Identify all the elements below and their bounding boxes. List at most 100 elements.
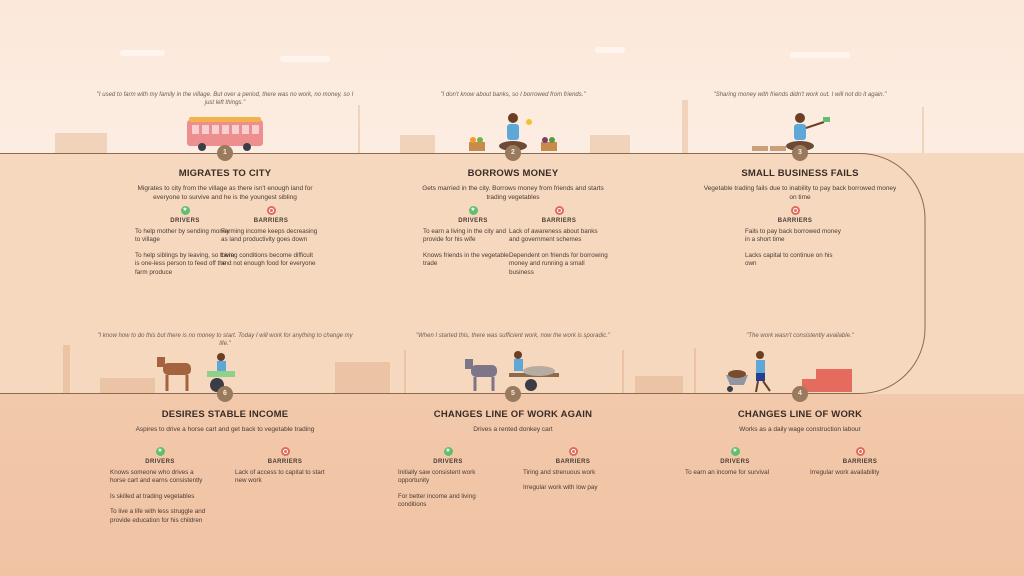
step-number-badge: 3 (792, 145, 808, 161)
driver-item: To live a life with less struggle and pr… (110, 508, 206, 524)
building-silhouette (100, 378, 155, 394)
driver-item: To earn a living in the city and provide… (423, 227, 506, 244)
barrier-prohibited-icon (266, 206, 276, 215)
barriers-column: BARRIERS Tiring and strenuous work Irregul… (523, 447, 623, 500)
barrier-item: Dependent on friends for borrowing money… (509, 251, 608, 276)
barrier-item: Fails to pay back borrowed money in a sh… (745, 227, 841, 244)
drivers-label: DRIVERS (145, 459, 175, 465)
driver-item: To earn an income for survival (685, 468, 769, 476)
cloud (595, 47, 625, 53)
drivers-column: DRIVERS To help mother by sending money t… (135, 206, 235, 284)
driver-item: Knows someone who drives a horse cart an… (110, 468, 203, 485)
barriers-label: BARRIERS (842, 459, 878, 465)
driver-item: Knows friends in the vegetable trade (423, 251, 509, 268)
barrier-prohibited-icon (554, 206, 564, 215)
stage-description: Vegetable trading fails due to inability… (703, 185, 897, 201)
stage-title: CHANGES LINE OF WORK (737, 409, 863, 420)
drivers-column: DRIVERS To earn an income for survival (685, 447, 785, 484)
barrier-item: Lack of access to capital to start new w… (235, 468, 325, 485)
drivers-column: DRIVERS Knows someone who drives a horse … (110, 447, 210, 532)
stage-description: Works as a daily wage construction labou… (739, 426, 861, 433)
barrier-prohibited-icon (568, 447, 578, 456)
umbrella-stall (590, 135, 630, 153)
barriers-label: BARRIERS (541, 218, 577, 224)
drivers-label: DRIVERS (458, 218, 488, 224)
stage-title: DESIRES STABLE INCOME (161, 409, 289, 420)
stage-title: MIGRATES TO CITY (178, 168, 272, 179)
building-silhouette (55, 133, 107, 153)
driver-item: For better income and living conditions (398, 492, 476, 509)
cloud (280, 56, 330, 62)
barrier-item: Living conditions become difficult and n… (221, 251, 316, 268)
stage-quote: "I know how to do this but there is no m… (97, 333, 353, 347)
stage-quote: "I don't know about banks, so I borrowed… (440, 92, 586, 98)
step-number-badge: 1 (217, 145, 233, 161)
driver-item: Is skilled at trading vegetables (110, 492, 195, 500)
donkey-cart-icon (463, 349, 563, 394)
stage-description: Aspires to drive a horse cart and get ba… (135, 426, 315, 433)
driver-item: To help mother by sending money to villa… (135, 227, 230, 244)
step-number-badge: 4 (792, 386, 808, 402)
barrier-item: Farming income keeps decreasing as land … (221, 227, 318, 244)
tower-silhouette (63, 345, 70, 394)
barrier-prohibited-icon (790, 206, 800, 215)
barriers-column: BARRIERS Lack of access to capital to sta… (235, 447, 335, 493)
barrier-prohibited-icon (855, 447, 865, 456)
barrier-item: Lacks capital to continue on his own (745, 251, 833, 268)
barriers-column: BARRIERS Fails to pay back borrowed money… (745, 206, 845, 276)
driver-star-icon (180, 206, 190, 215)
stage-quote: "When I started this, there was sufficie… (415, 333, 610, 339)
drivers-label: DRIVERS (720, 459, 750, 465)
driver-item: Initially saw consistent work opportunit… (398, 468, 476, 485)
barrier-item: Tiring and strenuous work (523, 468, 596, 476)
step-number-badge: 2 (505, 145, 521, 161)
barrier-item: Lack of awareness about banks and govern… (509, 227, 598, 244)
drivers-label: DRIVERS (433, 459, 463, 465)
drivers-label: DRIVERS (170, 218, 200, 224)
lower-band-background (0, 394, 1024, 576)
driver-star-icon (468, 206, 478, 215)
umbrella-stall (400, 135, 435, 153)
barrier-item: Irregular work with low pay (523, 484, 598, 491)
stage-quote: "I used to farm with my family in the vi… (96, 92, 354, 106)
stage-description: Drives a rented donkey cart (473, 426, 553, 433)
barriers-label: BARRIERS (267, 459, 303, 465)
upper-band-background (0, 153, 1024, 394)
driver-star-icon (443, 447, 453, 456)
barrier-item: Irregular work availability (810, 468, 880, 476)
utility-pole (694, 348, 696, 394)
barriers-label: BARRIERS (555, 459, 591, 465)
barriers-label: BARRIERS (253, 218, 289, 224)
stage-description: Gets married in the city. Borrows money … (422, 185, 604, 201)
utility-pole (622, 350, 624, 394)
cloud (120, 50, 165, 56)
driver-item: To help siblings by leaving, so there is… (135, 251, 235, 276)
barriers-label: BARRIERS (777, 218, 813, 224)
journey-path-line (0, 153, 926, 394)
barriers-column: BARRIERS Irregular work availability (810, 447, 910, 484)
tower-silhouette (682, 100, 688, 153)
bus-icon (175, 108, 275, 153)
stage-description: Migrates to city from the village as the… (137, 185, 313, 201)
utility-pole (358, 105, 360, 153)
stage-title: BORROWS MONEY (467, 168, 559, 179)
step-number-badge: 5 (505, 386, 521, 402)
drivers-column: DRIVERS Initially saw consistent work opp… (398, 447, 498, 517)
barriers-column: BARRIERS Lack of awareness about banks an… (509, 206, 609, 284)
barrier-prohibited-icon (280, 447, 290, 456)
wheelbarrow-bricks-icon (722, 349, 852, 394)
building-silhouette (335, 362, 390, 394)
utility-pole (404, 350, 406, 394)
driver-star-icon (155, 447, 165, 456)
stage-quote: "Sharing money with friends didn't work … (713, 92, 887, 98)
barriers-column: BARRIERS Farming income keeps decreasing … (221, 206, 321, 276)
stage-title: SMALL BUSINESS FAILS (741, 168, 859, 179)
utility-pole (922, 107, 924, 153)
horse-cart-icon (155, 349, 275, 394)
driver-star-icon (730, 447, 740, 456)
building-silhouette (635, 376, 683, 394)
stage-quote: "The work wasn't consistently available.… (746, 333, 854, 339)
cloud (790, 52, 850, 58)
stage-title: CHANGES LINE OF WORK AGAIN (433, 409, 593, 420)
